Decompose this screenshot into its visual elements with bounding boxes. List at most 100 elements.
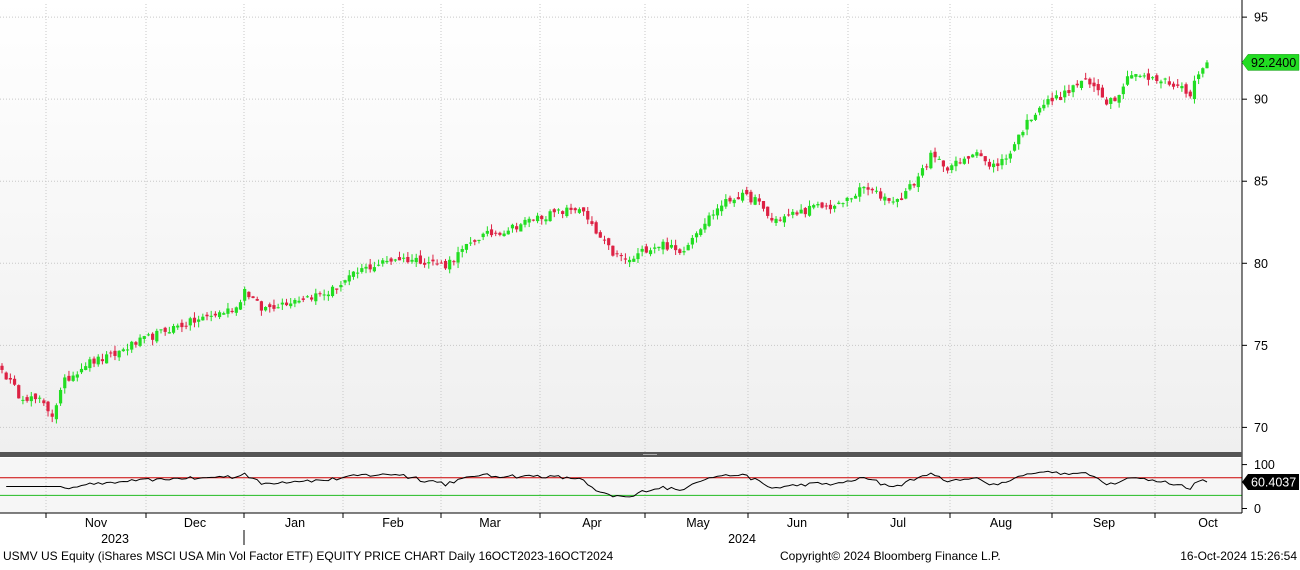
osc-tick-label: 0 — [1254, 502, 1261, 516]
candle — [259, 300, 264, 316]
candle — [209, 310, 213, 322]
candle — [1192, 75, 1197, 104]
candle — [318, 291, 322, 297]
x-month-label: Oct — [1198, 516, 1218, 530]
candle — [297, 296, 301, 304]
candle — [565, 204, 569, 218]
svg-text:60.4037: 60.4037 — [1251, 475, 1296, 489]
candle — [920, 164, 925, 178]
candle — [435, 259, 439, 266]
candle — [301, 295, 305, 303]
candle — [954, 156, 958, 172]
candle — [100, 353, 105, 365]
candle — [975, 149, 979, 158]
panel-divider[interactable] — [0, 452, 1242, 457]
candle — [1063, 85, 1067, 103]
candle — [1104, 96, 1109, 106]
candle — [146, 332, 151, 337]
candle — [1113, 96, 1117, 102]
x-year-label: 2023 — [101, 532, 129, 546]
candle — [853, 193, 858, 199]
candle — [912, 183, 916, 188]
candle — [958, 157, 962, 165]
candle — [728, 195, 732, 204]
candle — [456, 246, 460, 269]
candle — [904, 188, 908, 200]
candle — [749, 189, 753, 205]
candle — [71, 371, 75, 382]
candle — [945, 166, 950, 174]
candle — [703, 218, 707, 233]
candle — [644, 243, 648, 254]
candle — [594, 220, 598, 235]
candle — [305, 295, 310, 298]
candle — [427, 256, 431, 269]
candle — [422, 258, 427, 268]
candle — [410, 254, 414, 264]
candle — [992, 159, 996, 173]
x-month-label: Aug — [990, 516, 1012, 530]
candle — [1071, 84, 1075, 98]
candle — [648, 247, 653, 257]
last-price-label: 92.2400 — [1241, 54, 1300, 71]
candle — [96, 354, 100, 367]
candle — [1134, 73, 1138, 82]
candle — [937, 156, 941, 160]
candle — [1004, 154, 1008, 165]
candle — [201, 313, 205, 321]
candle — [628, 256, 632, 268]
candle — [908, 180, 912, 191]
candle — [531, 219, 535, 222]
candle — [431, 254, 435, 266]
osc-tick-label: 100 — [1254, 458, 1275, 472]
y-tick-label: 95 — [1254, 11, 1268, 25]
candle — [962, 156, 966, 165]
candle — [322, 289, 326, 301]
candle — [372, 261, 376, 273]
candle — [1138, 74, 1142, 78]
candle — [925, 163, 929, 171]
candle — [577, 207, 581, 214]
candle — [757, 194, 761, 206]
candle — [460, 245, 464, 258]
candle — [330, 285, 335, 298]
candle — [364, 263, 368, 274]
candle — [263, 306, 268, 312]
candle — [862, 186, 866, 194]
candle — [1130, 70, 1134, 79]
candle — [711, 209, 715, 220]
candle — [581, 207, 586, 216]
candle — [1151, 76, 1155, 81]
candle — [243, 286, 247, 306]
candle — [891, 196, 895, 205]
candle — [510, 223, 515, 233]
candle — [812, 203, 816, 210]
candle — [732, 198, 736, 207]
candle — [552, 208, 556, 218]
candle — [1042, 99, 1046, 111]
candle — [1197, 71, 1201, 85]
candle — [674, 239, 678, 256]
candle — [690, 234, 694, 249]
candle — [351, 271, 356, 280]
candle — [125, 343, 130, 356]
candle — [368, 258, 372, 273]
y-tick-label: 90 — [1254, 93, 1268, 107]
candle — [8, 373, 12, 384]
candle — [197, 315, 201, 328]
x-month-label: Jul — [890, 516, 906, 530]
candle — [1046, 95, 1050, 108]
candle — [272, 299, 276, 312]
candle — [996, 158, 1000, 172]
candle — [75, 371, 79, 382]
candle — [699, 227, 703, 237]
candle — [966, 155, 971, 164]
candle — [117, 350, 121, 361]
candle — [339, 281, 343, 292]
candle — [452, 259, 456, 266]
oscillator-series — [0, 470, 1242, 498]
candle — [180, 319, 184, 333]
price-plot-background — [0, 0, 1242, 452]
footer-timestamp: 16-Oct-2024 15:26:54 — [1180, 549, 1297, 563]
